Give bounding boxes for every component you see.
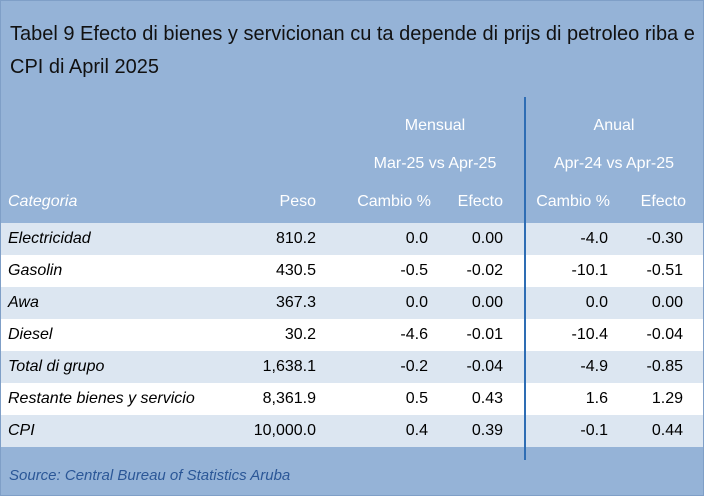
cell-mensual-cambio: 0.0 xyxy=(405,294,428,311)
source-note: Source: Central Bureau of Statistics Aru… xyxy=(9,467,291,484)
cell-peso: 367.3 xyxy=(275,294,316,311)
cell-anual-cambio: 0.0 xyxy=(585,294,608,311)
cell-anual-efecto: -0.51 xyxy=(646,262,683,279)
cell-mensual-efecto: 0.00 xyxy=(471,230,503,247)
cell-peso: 810.2 xyxy=(275,230,316,247)
cell-anual-efecto: 0.44 xyxy=(651,422,683,439)
header-period-mensual: Mar-25 vs Apr-25 xyxy=(373,155,497,172)
cell-categoria: Electricidad xyxy=(8,230,91,247)
cell-categoria: Awa xyxy=(8,294,39,311)
column-header-mensual-efecto: Efecto xyxy=(457,193,503,210)
table-body: Electricidad 810.2 0.0 0.00 -4.0 -0.30 G… xyxy=(1,223,703,447)
table-row: Diesel 30.2 -4.6 -0.01 -10.4 -0.04 xyxy=(1,319,703,351)
table-title: Tabel 9 Efecto di bienes y servicionan c… xyxy=(10,23,695,78)
cell-anual-cambio: -10.1 xyxy=(571,262,608,279)
table-row: Electricidad 810.2 0.0 0.00 -4.0 -0.30 xyxy=(1,223,703,255)
cell-anual-cambio: -4.9 xyxy=(580,358,608,375)
table-row: Awa 367.3 0.0 0.00 0.0 0.00 xyxy=(1,287,703,319)
cell-peso: 430.5 xyxy=(275,262,316,279)
cell-mensual-efecto: -0.04 xyxy=(466,358,503,375)
cell-anual-efecto: -0.85 xyxy=(646,358,683,375)
table-row: CPI 10,000.0 0.4 0.39 -0.1 0.44 xyxy=(1,415,703,447)
cell-peso: 10,000.0 xyxy=(253,422,316,439)
column-header-anual-cambio: Cambio % xyxy=(536,193,610,210)
column-header-anual-efecto: Efecto xyxy=(640,193,686,210)
column-header-categoria: Categoria xyxy=(8,193,78,210)
cell-mensual-cambio: 0.5 xyxy=(405,390,428,407)
table-row: Total di grupo 1,638.1 -0.2 -0.04 -4.9 -… xyxy=(1,351,703,383)
cell-mensual-cambio: -0.5 xyxy=(400,262,428,279)
cell-categoria: Diesel xyxy=(8,326,53,343)
cell-anual-efecto: -0.04 xyxy=(646,326,683,343)
cell-anual-cambio: -4.0 xyxy=(580,230,608,247)
cell-peso: 30.2 xyxy=(284,326,316,343)
cell-categoria: Total di grupo xyxy=(8,358,105,375)
cell-mensual-cambio: -4.6 xyxy=(400,326,428,343)
cell-categoria: Gasolin xyxy=(8,262,63,279)
table-row: Gasolin 430.5 -0.5 -0.02 -10.1 -0.51 xyxy=(1,255,703,287)
cell-categoria: Restante bienes y servicio xyxy=(8,390,195,407)
cell-anual-efecto: -0.30 xyxy=(646,230,683,247)
cell-anual-efecto: 0.00 xyxy=(651,294,683,311)
column-divider xyxy=(524,97,526,460)
header-period-anual: Apr-24 vs Apr-25 xyxy=(553,155,675,172)
cell-categoria: CPI xyxy=(8,422,35,439)
cell-mensual-efecto: 0.39 xyxy=(471,422,503,439)
cell-mensual-efecto: -0.01 xyxy=(466,326,503,343)
cell-anual-efecto: 1.29 xyxy=(651,390,683,407)
cell-mensual-efecto: 0.43 xyxy=(471,390,503,407)
cell-mensual-efecto: 0.00 xyxy=(471,294,503,311)
table-row: Restante bienes y servicio 8,361.9 0.5 0… xyxy=(1,383,703,415)
cell-anual-cambio: 1.6 xyxy=(585,390,608,407)
cell-mensual-cambio: 0.0 xyxy=(405,230,428,247)
header-group-mensual: Mensual xyxy=(404,117,466,134)
cell-mensual-cambio: 0.4 xyxy=(405,422,428,439)
cell-peso: 1,638.1 xyxy=(262,358,316,375)
column-header-peso: Peso xyxy=(279,193,316,210)
cell-mensual-efecto: -0.02 xyxy=(466,262,503,279)
cell-peso: 8,361.9 xyxy=(262,390,316,407)
cell-anual-cambio: -10.4 xyxy=(571,326,608,343)
header-group-anual: Anual xyxy=(593,117,635,134)
cell-mensual-cambio: -0.2 xyxy=(400,358,428,375)
cell-anual-cambio: -0.1 xyxy=(580,422,608,439)
column-header-mensual-cambio: Cambio % xyxy=(357,193,431,210)
